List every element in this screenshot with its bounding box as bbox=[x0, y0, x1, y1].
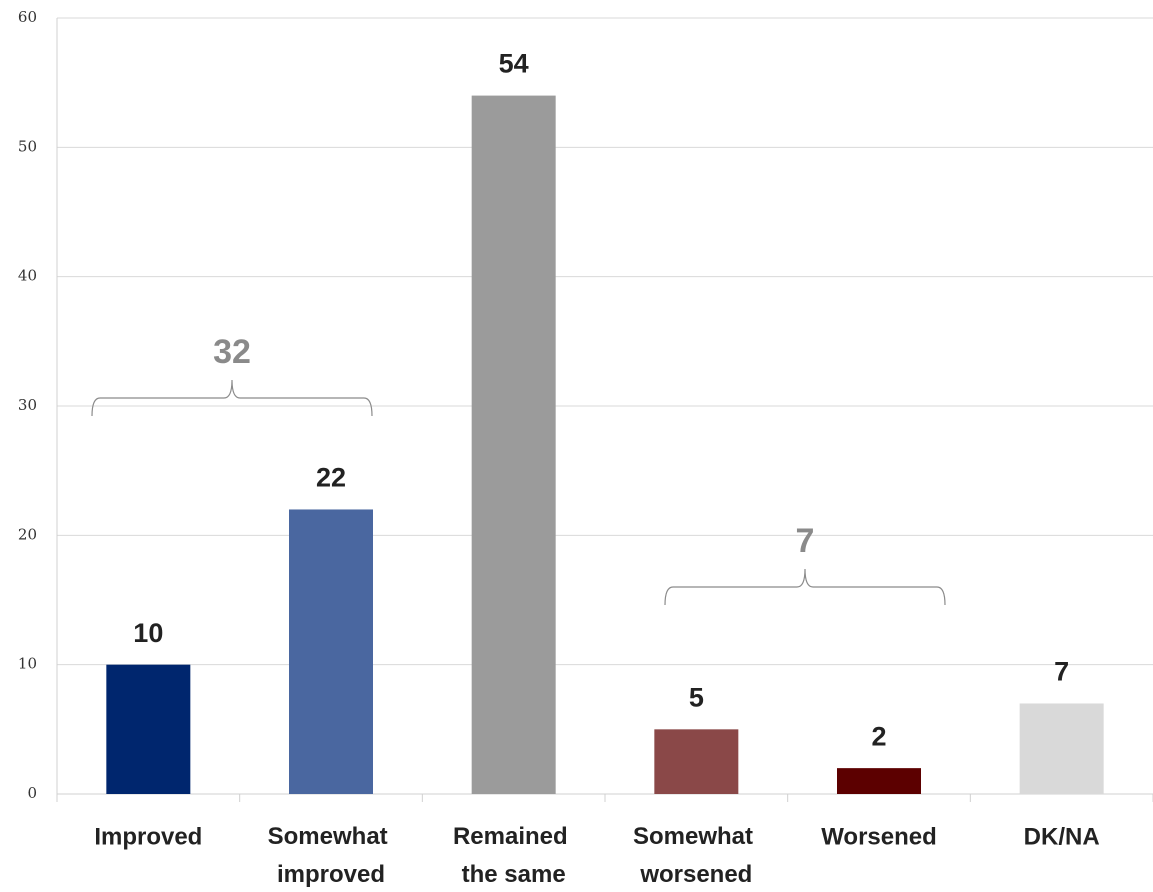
y-tick-label: 30 bbox=[18, 396, 37, 414]
y-tick-label: 20 bbox=[18, 525, 37, 543]
x-tick-label: Improved bbox=[94, 823, 202, 850]
bracket bbox=[664, 568, 946, 606]
bar bbox=[1019, 703, 1104, 794]
x-tick-label: Somewhat worsened bbox=[633, 823, 760, 888]
value-label: 10 bbox=[133, 618, 163, 648]
y-tick-label: 50 bbox=[18, 137, 37, 155]
annotation: 7 bbox=[796, 522, 815, 560]
x-tick-label: Worsened bbox=[821, 823, 937, 850]
value-label: 22 bbox=[316, 463, 346, 493]
bracket bbox=[91, 379, 373, 417]
bar bbox=[471, 95, 556, 795]
y-tick-label: 0 bbox=[27, 784, 37, 802]
y-tick-label: 10 bbox=[18, 655, 37, 673]
value-label: 7 bbox=[1054, 657, 1069, 687]
x-tick-label: Remained the same bbox=[453, 823, 574, 888]
y-tick-label: 40 bbox=[18, 267, 37, 285]
value-label: 5 bbox=[689, 682, 704, 712]
value-label: 54 bbox=[499, 49, 529, 79]
x-tick-label: DK/NA bbox=[1024, 823, 1100, 850]
bar bbox=[106, 664, 191, 794]
bar bbox=[289, 509, 373, 794]
bar bbox=[654, 729, 739, 794]
annotation: 32 bbox=[213, 333, 251, 371]
bar bbox=[837, 768, 921, 794]
x-tick-label: Somewhat improved bbox=[268, 823, 395, 888]
value-label: 2 bbox=[871, 721, 886, 751]
y-tick-label: 60 bbox=[18, 8, 37, 26]
